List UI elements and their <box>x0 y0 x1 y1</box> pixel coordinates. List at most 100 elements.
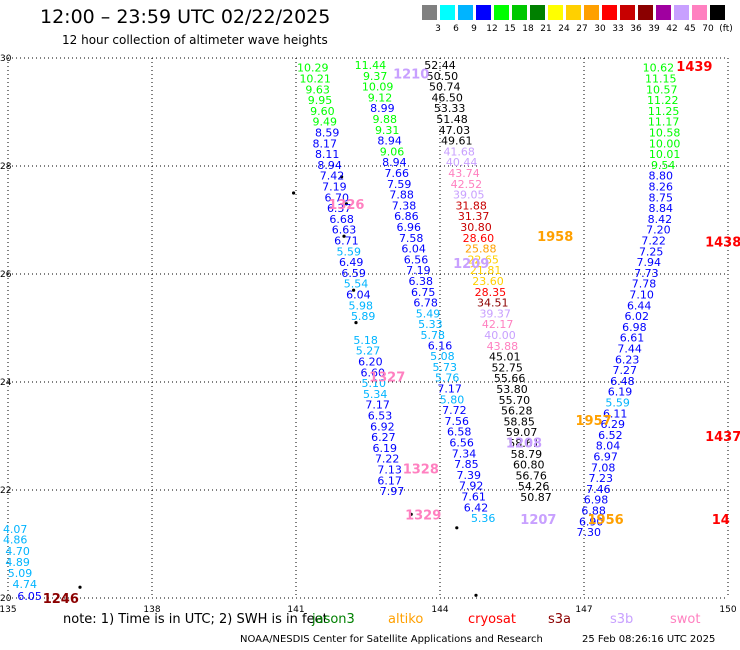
wave-height-label: 8.80 <box>649 170 674 183</box>
wave-height-label: 7.56 <box>445 415 470 428</box>
wave-height-values: 4.074.864.704.895.094.746.0510.2910.219.… <box>3 59 680 603</box>
wave-height-label: 42.52 <box>451 178 483 191</box>
wave-height-label: 59.07 <box>506 426 538 439</box>
legend-label: 12 <box>486 24 498 34</box>
wave-height-label: 6.44 <box>627 299 652 312</box>
pass-id-label: 1437 <box>705 430 740 445</box>
legend-swatch <box>674 5 689 20</box>
wave-height-label: 58.85 <box>503 415 535 428</box>
wave-height-label: 9.49 <box>313 116 338 129</box>
wave-height-label: 6.68 <box>329 213 354 226</box>
y-tick-label: 22 <box>0 486 11 496</box>
pass-id-label: 1956 <box>588 513 624 528</box>
legend-label: 39 <box>648 24 660 34</box>
wave-height-label: 9.31 <box>375 124 400 137</box>
wave-height-label: 50.74 <box>429 81 461 94</box>
wave-height-label: 49.61 <box>441 135 473 148</box>
wave-height-label: 6.61 <box>620 332 645 345</box>
y-tick-label: 28 <box>0 162 12 172</box>
legend-label: 15 <box>504 24 516 34</box>
wave-height-label: 6.90 <box>579 515 604 528</box>
wave-height-label: 5.08 <box>430 350 455 363</box>
island <box>354 321 358 325</box>
wave-height-label: 4.07 <box>3 523 28 536</box>
wave-height-label: 6.11 <box>603 407 628 420</box>
y-tick-label: 30 <box>0 54 12 64</box>
wave-height-label: 7.66 <box>385 167 410 180</box>
x-tick-label: 135 <box>0 605 17 615</box>
wave-height-label: 10.01 <box>649 148 681 161</box>
wave-height-label: 9.06 <box>380 145 405 158</box>
legend-swatch <box>710 5 725 20</box>
wave-height-label: 6.59 <box>341 267 366 280</box>
wave-height-label: 6.60 <box>361 366 386 379</box>
legend-swatch <box>548 5 563 20</box>
legend-swatch <box>692 5 707 20</box>
x-tick-label: 144 <box>431 605 448 615</box>
wave-height-label: 11.17 <box>648 116 680 129</box>
wave-height-label: 43.88 <box>487 340 519 353</box>
wave-height-label: 6.98 <box>622 321 647 334</box>
wave-height-label: 6.98 <box>584 494 609 507</box>
wave-height-label: 8.75 <box>649 191 674 204</box>
wave-height-label: 7.27 <box>613 364 638 377</box>
wave-height-label: 5.98 <box>349 299 374 312</box>
legend-swatch <box>584 5 599 20</box>
wave-height-label: 5.49 <box>416 307 441 320</box>
pass-id-label: 14 <box>712 513 730 528</box>
x-tick-label: 147 <box>575 605 592 615</box>
wave-height-label: 10.58 <box>649 127 681 140</box>
wave-height-label: 8.94 <box>382 156 407 169</box>
wave-height-label: 22.65 <box>467 253 499 266</box>
wave-height-label: 5.34 <box>363 388 388 401</box>
island <box>344 202 348 206</box>
wave-height-label: 7.17 <box>365 399 390 412</box>
legend-swatch <box>476 5 491 20</box>
wave-height-label: 6.78 <box>413 297 438 310</box>
wave-height-label: 7.88 <box>389 189 414 202</box>
wave-height-label: 23.60 <box>472 275 504 288</box>
wave-height-label: 4.89 <box>5 556 30 569</box>
wave-height-label: 56.28 <box>501 405 533 418</box>
x-tick-label: 141 <box>287 605 304 615</box>
satellite-swot: swot <box>670 612 701 627</box>
wave-height-label: 7.92 <box>459 480 484 493</box>
wave-height-label: 8.04 <box>596 440 621 453</box>
legend-swatch <box>494 5 509 20</box>
legend-swatch <box>620 5 635 20</box>
wave-height-label: 55.70 <box>499 394 531 407</box>
legend-swatch <box>422 5 437 20</box>
credit-text: NOAA/NESDIS Center for Satellite Applica… <box>240 634 543 645</box>
pass-id-label: 1328 <box>403 462 439 477</box>
legend-label: 9 <box>471 24 477 34</box>
satellite-altiko: altiko <box>388 612 424 627</box>
page-title: 12:00 – 23:59 UTC 02/22/2025 <box>40 6 331 28</box>
wave-height-label: 11.25 <box>648 105 680 118</box>
satellite-jason3: jason3 <box>312 612 355 627</box>
wave-height-label: 7.85 <box>454 458 479 471</box>
pass-id-label: 1958 <box>537 230 573 245</box>
wave-height-label: 4.70 <box>5 545 30 558</box>
wave-height-label: 41.68 <box>443 145 475 158</box>
island <box>352 288 356 292</box>
wave-height-label: 8.11 <box>315 148 340 161</box>
wave-height-label: 7.30 <box>577 526 602 539</box>
wave-height-label: 5.36 <box>471 512 496 525</box>
wave-height-label: 6.05 <box>17 590 42 603</box>
wave-height-label: 7.17 <box>437 382 462 395</box>
wave-height-label: 11.15 <box>645 73 677 86</box>
wave-height-label: 6.71 <box>334 235 359 248</box>
legend-swatch <box>656 5 671 20</box>
wave-height-label: 6.29 <box>601 418 626 431</box>
wave-height-label: 6.02 <box>625 310 650 323</box>
wave-height-label: 7.58 <box>399 232 424 245</box>
wave-height-label: 9.37 <box>363 70 388 83</box>
island <box>342 234 346 238</box>
wave-height-label: 7.34 <box>452 447 477 460</box>
island <box>455 526 459 530</box>
y-tick-label: 20 <box>0 594 12 604</box>
wave-height-label: 11.22 <box>647 94 679 107</box>
wave-height-label: 7.44 <box>617 343 642 356</box>
legend-label: 24 <box>558 24 570 34</box>
pass-id-label: 1209 <box>453 257 489 272</box>
